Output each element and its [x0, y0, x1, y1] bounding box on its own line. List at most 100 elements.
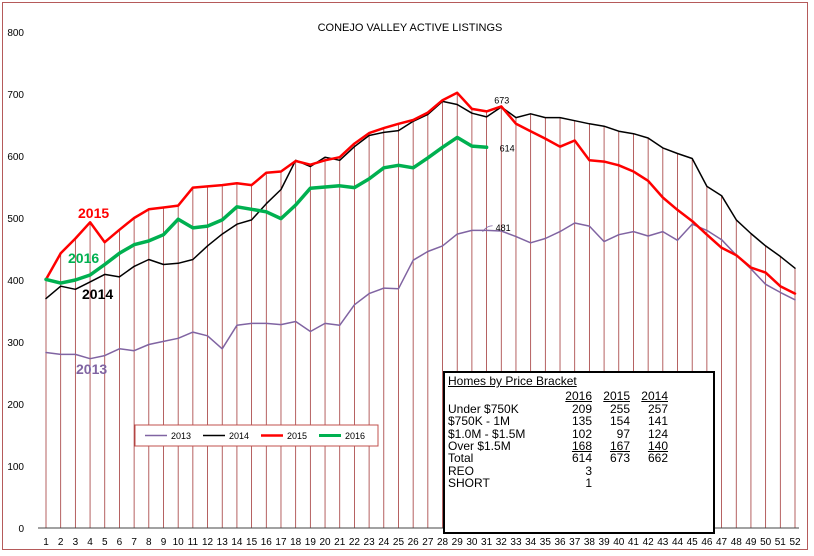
- x-tick-label: 28: [437, 537, 449, 548]
- x-tick-label: 4: [87, 537, 93, 548]
- row-label: Over $1.5M: [448, 439, 511, 454]
- series-line-2016: [44, 135, 489, 285]
- table-row: REO 3: [448, 463, 668, 478]
- row-label: Total: [448, 451, 474, 466]
- x-tick-label: 48: [731, 537, 743, 548]
- callout-leader: [482, 225, 493, 233]
- x-tick-label: 10: [173, 537, 185, 548]
- x-tick-label: 14: [231, 537, 243, 548]
- x-tick-label: 51: [775, 537, 787, 548]
- y-tick-label: 700: [7, 90, 24, 101]
- table-cell: 168: [571, 439, 592, 454]
- legend-entry: 2013: [171, 431, 191, 441]
- price-table-header: 2016 2015 2014: [448, 389, 668, 404]
- x-tick-label: 29: [452, 537, 464, 548]
- x-tick-label: 19: [305, 537, 317, 548]
- price-bracket-table: Homes by Price Bracket 2016 2015 2014 Un…: [443, 371, 715, 534]
- table-row: Total 614 673 662: [448, 451, 668, 466]
- table-cell: 255: [609, 401, 630, 416]
- annotations: 673 614 481 2015 2016 2014 2013: [68, 96, 515, 377]
- table-row: SHORT 1: [448, 476, 668, 491]
- header-cell: [448, 390, 548, 402]
- y-tick-label: 0: [18, 524, 24, 535]
- x-tick-label: 22: [349, 537, 361, 548]
- table-cell: 662: [647, 451, 668, 466]
- legend-box: [134, 424, 379, 447]
- y-tick-label: 600: [7, 152, 24, 163]
- series-line-2015: [44, 91, 797, 295]
- table-cell: 1: [585, 476, 592, 491]
- x-tick-label: 12: [202, 537, 214, 548]
- x-tick-label: 20: [319, 537, 331, 548]
- x-tick-label: 32: [496, 537, 508, 548]
- table-cell: [592, 477, 630, 489]
- table-cell: 257: [647, 401, 668, 416]
- x-tick-label: 37: [569, 537, 581, 548]
- series-layer: [44, 91, 797, 360]
- x-tick-label: 47: [716, 537, 728, 548]
- y-tick-label: 100: [7, 462, 24, 473]
- x-tick-label: 42: [643, 537, 655, 548]
- x-tick-label: 8: [146, 537, 152, 548]
- value-annotation: 481: [496, 223, 511, 233]
- x-tick-label: 16: [261, 537, 273, 548]
- table-row: $750K - 1M 135 154 141: [448, 414, 668, 429]
- x-tick-label: 21: [334, 537, 346, 548]
- x-tick-label: 49: [745, 537, 757, 548]
- x-tick-label: 36: [554, 537, 566, 548]
- x-tick-label: 44: [672, 537, 684, 548]
- x-tick-label: 11: [188, 537, 199, 548]
- x-tick-label: 25: [393, 537, 405, 548]
- table-cell: 135: [571, 414, 592, 429]
- value-annotation: 673: [494, 96, 509, 106]
- x-tick-label: 41: [628, 537, 640, 548]
- x-tick-label: 39: [599, 537, 611, 548]
- x-tick-label: 31: [481, 537, 493, 548]
- series-line-2013: [45, 222, 796, 360]
- table-row: $1.0M - $1.5M 102 97 124: [448, 426, 668, 441]
- x-tick-label: 38: [584, 537, 596, 548]
- y-tick-label: 500: [7, 214, 24, 225]
- table-cell: 97: [616, 426, 630, 441]
- x-tick-label: 26: [408, 537, 420, 548]
- x-tick-label: 27: [422, 537, 434, 548]
- series-line-2014: [45, 100, 796, 300]
- table-cell: 614: [571, 451, 592, 466]
- table-cell: 141: [647, 414, 668, 429]
- row-label: $1.0M - $1.5M: [448, 426, 526, 441]
- table-cell: [592, 465, 630, 477]
- table-cell: 102: [571, 426, 592, 441]
- x-tick-label: 23: [364, 537, 376, 548]
- x-tick-label: 40: [613, 537, 625, 548]
- table-cell: 209: [571, 401, 592, 416]
- chart-title: CONEJO VALLEY ACTIVE LISTINGS: [318, 22, 503, 34]
- x-tick-label: 7: [131, 537, 137, 548]
- x-tick-label: 34: [525, 537, 537, 548]
- table-cell: 124: [647, 426, 668, 441]
- table-cell: 673: [609, 451, 630, 466]
- series-label: 2015: [78, 205, 109, 221]
- header-cell: 2014: [641, 389, 668, 404]
- series-label: 2016: [68, 250, 99, 266]
- price-table-grid: 2016 2015 2014 Under $750K 209 255 257 $…: [448, 389, 668, 491]
- series-label: 2014: [82, 286, 113, 302]
- x-tick-label: 30: [466, 537, 478, 548]
- row-label: $750K - 1M: [448, 414, 511, 429]
- drop-lines: [45, 92, 796, 528]
- x-tick-label: 15: [246, 537, 258, 548]
- x-tick-label: 46: [701, 537, 713, 548]
- row-label: REO: [448, 463, 475, 478]
- y-tick-label: 800: [7, 28, 24, 39]
- y-tick-label: 200: [7, 400, 24, 411]
- y-tick-label: 300: [7, 338, 24, 349]
- y-tick-label: 400: [7, 276, 24, 287]
- chart-frame: [2, 2, 808, 550]
- x-tick-label: 3: [73, 537, 79, 548]
- row-label: SHORT: [448, 476, 490, 491]
- x-tick-label: 2: [58, 537, 64, 548]
- table-cell: [630, 477, 668, 489]
- table-cell: [630, 465, 668, 477]
- table-cell: 154: [609, 414, 630, 429]
- table-row: Under $750K 209 255 257: [448, 401, 668, 416]
